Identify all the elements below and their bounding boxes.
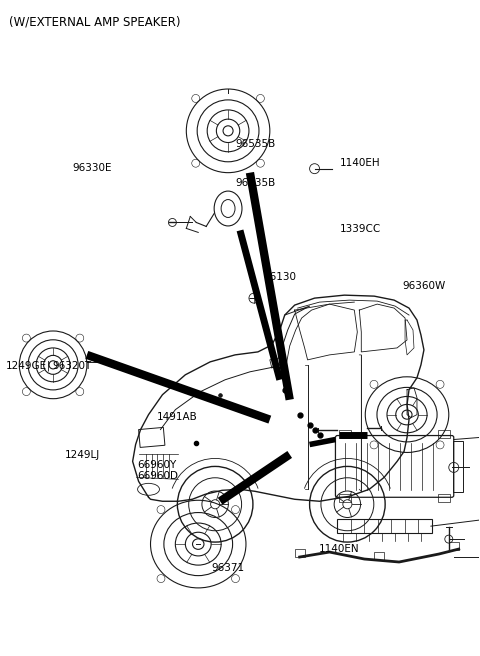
Text: 1339CC: 1339CC <box>340 224 382 234</box>
Text: 96535B: 96535B <box>235 139 276 149</box>
Bar <box>438 494 450 502</box>
Text: 1491AB: 1491AB <box>156 413 197 422</box>
Text: 96330E: 96330E <box>72 163 111 173</box>
Text: 96360W: 96360W <box>402 281 445 291</box>
Text: 96535B: 96535B <box>235 178 276 188</box>
Text: 66960Y: 66960Y <box>137 460 177 470</box>
Text: 1249LJ: 1249LJ <box>64 451 100 461</box>
Bar <box>438 430 450 438</box>
Bar <box>337 519 432 533</box>
Bar <box>339 430 351 438</box>
Text: (W/EXTERNAL AMP SPEAKER): (W/EXTERNAL AMP SPEAKER) <box>9 15 181 28</box>
Text: 1140EH: 1140EH <box>340 158 381 169</box>
Text: 96320T: 96320T <box>52 361 92 371</box>
Text: 1249GE: 1249GE <box>6 361 48 371</box>
Bar <box>139 428 165 447</box>
Bar <box>449 542 459 550</box>
Bar <box>295 549 305 557</box>
Text: |: | <box>47 361 50 371</box>
Text: 96130: 96130 <box>263 272 296 282</box>
Bar <box>339 494 351 502</box>
Text: 66960D: 66960D <box>137 470 179 481</box>
Text: 1140EN: 1140EN <box>319 544 360 554</box>
Bar <box>453 441 463 492</box>
Text: 96371: 96371 <box>212 563 245 573</box>
Bar <box>374 552 384 560</box>
